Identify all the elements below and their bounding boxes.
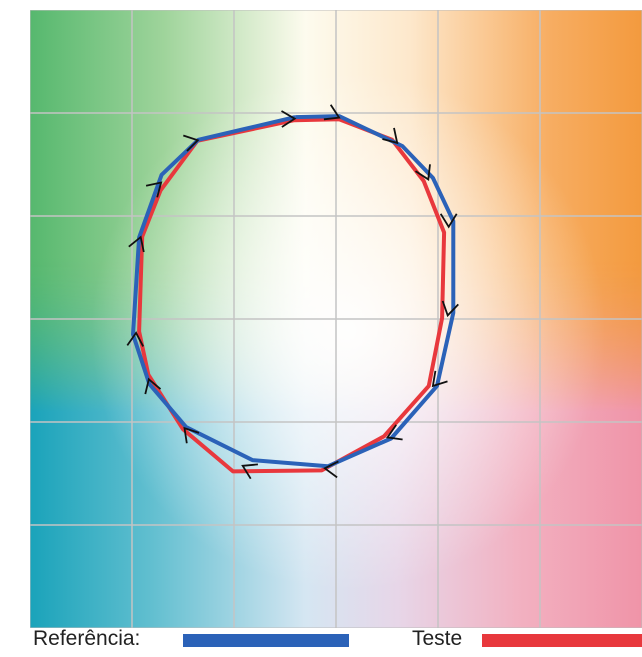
direction-arrow-marker (441, 300, 459, 318)
direction-markers (126, 104, 459, 480)
legend-test-label: Teste (412, 627, 463, 650)
direction-arrow-marker (183, 134, 200, 152)
direction-arrow-marker (382, 127, 399, 145)
direction-arrow-marker (126, 331, 144, 347)
legend-test-swatch (482, 634, 642, 647)
direction-arrow-marker (415, 164, 431, 181)
direction-arrow-marker (323, 460, 339, 479)
direction-arrow-marker (439, 213, 458, 229)
direction-arrow-marker (385, 424, 403, 441)
direction-arrow-marker (281, 110, 297, 128)
direction-arrow-marker (183, 426, 200, 444)
direction-arrow-marker (145, 181, 163, 198)
direction-arrow-marker (241, 463, 258, 480)
legend-reference-swatch (183, 634, 349, 647)
direction-arrow-marker (323, 104, 341, 121)
direction-arrow-marker (144, 377, 162, 395)
direction-arrow-marker (431, 370, 448, 388)
direction-arrow-marker (128, 235, 145, 253)
legend-reference-label: Referência: (33, 627, 141, 650)
series-test-line (137, 117, 447, 474)
